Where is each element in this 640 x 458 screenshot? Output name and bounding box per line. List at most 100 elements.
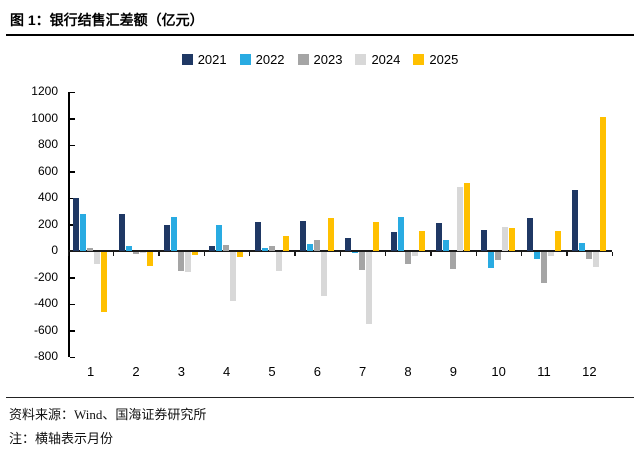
legend-label-2025: 2025 bbox=[429, 52, 459, 67]
x-month-label: 6 bbox=[313, 364, 321, 379]
bar-2024-month-10 bbox=[502, 227, 509, 251]
bar-2025-month-12 bbox=[599, 117, 606, 251]
bar-2023-month-12 bbox=[585, 252, 592, 259]
bar-2024-month-9 bbox=[456, 187, 463, 251]
bar-2021-month-10 bbox=[481, 229, 488, 251]
legend-item-2024: 2024 bbox=[355, 52, 400, 67]
x-month-label: 11 bbox=[537, 364, 551, 379]
bar-2024-month-11 bbox=[547, 252, 554, 257]
bar-2023-month-3 bbox=[177, 252, 184, 271]
bar-2022-month-5 bbox=[261, 247, 268, 251]
bar-2021-month-4 bbox=[209, 245, 216, 251]
bar-2021-month-11 bbox=[526, 217, 533, 251]
y-axis-tick-label: 200 bbox=[37, 216, 58, 231]
bar-2021-month-12 bbox=[571, 190, 578, 251]
x-axis-tick bbox=[475, 252, 477, 256]
y-axis-tick-label: -800 bbox=[33, 349, 58, 363]
footer-divider bbox=[6, 397, 634, 398]
bar-2022-month-4 bbox=[216, 225, 223, 251]
bar-2022-month-7 bbox=[352, 252, 359, 253]
y-axis-tick-label: -400 bbox=[33, 296, 58, 310]
bar-2025-month-10 bbox=[509, 228, 516, 251]
x-month-label: 3 bbox=[177, 364, 185, 379]
y-axis-tick bbox=[70, 118, 75, 120]
bar-2023-month-2 bbox=[132, 252, 139, 255]
bar-2024-month-1 bbox=[94, 252, 101, 265]
y-axis-tick-label: -200 bbox=[33, 269, 58, 284]
bar-2025-month-9 bbox=[463, 183, 470, 251]
bar-2022-month-2 bbox=[125, 245, 132, 251]
bar-2025-month-3 bbox=[191, 252, 198, 255]
legend-swatch-2022 bbox=[239, 54, 251, 65]
bar-2024-month-8 bbox=[411, 252, 418, 257]
bar-2024-month-7 bbox=[366, 252, 373, 324]
bar-2023-month-1 bbox=[87, 248, 94, 251]
axis-note: 注：横轴表示月份 bbox=[9, 431, 114, 446]
y-axis-tick-label: 0 bbox=[51, 243, 58, 257]
bar-2025-month-8 bbox=[418, 231, 425, 251]
bar-2021-month-3 bbox=[163, 224, 170, 251]
x-month-label: 4 bbox=[223, 364, 231, 379]
legend-item-2022: 2022 bbox=[239, 52, 285, 67]
y-axis-tick bbox=[70, 303, 75, 305]
y-axis-tick-label: 1200 bbox=[31, 84, 58, 98]
legend-label-2024: 2024 bbox=[371, 52, 401, 67]
bar-2025-month-11 bbox=[554, 231, 561, 251]
x-month-label: 1 bbox=[87, 364, 95, 379]
bar-2024-month-2 bbox=[139, 252, 146, 253]
bar-2023-month-7 bbox=[359, 252, 366, 271]
x-axis-tick bbox=[158, 252, 160, 256]
bar-2021-month-9 bbox=[435, 223, 442, 251]
bar-2023-month-4 bbox=[223, 245, 230, 251]
bar-2021-month-5 bbox=[254, 221, 261, 251]
x-axis-tick bbox=[566, 252, 568, 256]
x-axis-tick bbox=[112, 252, 115, 256]
x-axis-tick bbox=[430, 252, 432, 256]
bar-2023-month-11 bbox=[540, 252, 547, 284]
x-axis-tick bbox=[294, 252, 296, 256]
chart-legend: 2021 2022 2023 2024 2025 bbox=[0, 52, 640, 67]
y-axis-tick-label: 600 bbox=[37, 163, 58, 178]
y-axis-tick bbox=[70, 224, 75, 226]
y-axis-tick bbox=[70, 197, 75, 199]
legend-swatch-2021 bbox=[181, 54, 193, 65]
bar-2025-month-5 bbox=[282, 236, 289, 251]
y-axis-tick-label: -600 bbox=[33, 322, 58, 337]
legend-item-2025: 2025 bbox=[413, 52, 458, 67]
source-note: 资料来源：Wind、国海证券研究所 bbox=[9, 407, 207, 422]
y-axis-tick bbox=[70, 330, 75, 332]
bar-2022-month-6 bbox=[306, 243, 313, 251]
bar-2022-month-12 bbox=[578, 243, 585, 251]
legend-swatch-2024 bbox=[355, 54, 367, 65]
x-axis-tick bbox=[67, 252, 69, 256]
x-axis-tick bbox=[611, 252, 613, 256]
bar-2023-month-10 bbox=[495, 252, 502, 261]
title-divider bbox=[6, 34, 634, 36]
bar-2025-month-2 bbox=[146, 252, 153, 266]
bar-2025-month-6 bbox=[327, 217, 334, 251]
bar-2022-month-8 bbox=[397, 217, 404, 251]
y-axis-line bbox=[68, 92, 70, 357]
bar-2025-month-4 bbox=[237, 252, 244, 257]
y-axis-tick-label: 400 bbox=[37, 190, 58, 204]
x-month-label: 10 bbox=[491, 364, 506, 379]
bar-2022-month-9 bbox=[442, 240, 449, 251]
bar-2024-month-5 bbox=[275, 252, 282, 271]
bar-2025-month-1 bbox=[101, 252, 108, 312]
x-axis-line bbox=[68, 250, 612, 252]
x-month-label: 2 bbox=[132, 364, 140, 379]
y-axis-tick-label: 800 bbox=[37, 137, 58, 151]
bar-2022-month-11 bbox=[533, 252, 540, 259]
bar-2024-month-12 bbox=[592, 252, 599, 267]
bar-2021-month-1 bbox=[73, 198, 80, 251]
legend-label-2021: 2021 bbox=[197, 52, 227, 67]
bar-2022-month-3 bbox=[170, 216, 177, 251]
bar-2021-month-6 bbox=[299, 221, 306, 251]
y-axis-tick bbox=[70, 356, 75, 358]
x-axis-tick bbox=[248, 252, 251, 256]
y-axis-tick-label: 1000 bbox=[31, 110, 58, 125]
x-month-label: 12 bbox=[582, 364, 597, 379]
bar-2021-month-2 bbox=[118, 213, 125, 251]
y-axis-tick bbox=[70, 171, 75, 173]
